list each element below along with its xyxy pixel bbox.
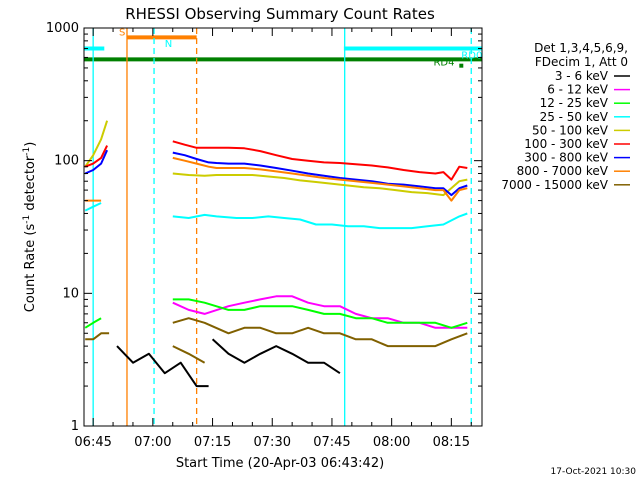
legend-label: 7000 - 15000 keV — [501, 178, 608, 192]
series-line-2-1 — [84, 317, 102, 329]
series-line-0-1 — [116, 345, 209, 388]
ylabel-main: Count Rate (s — [23, 224, 38, 313]
chart-title: RHESSI Observing Summary Count Rates — [125, 5, 435, 23]
ylabel-mid: detector — [23, 155, 38, 215]
y-axis-label: Count Rate (s-1 detector-1) — [22, 142, 38, 313]
legend: Det 1,3,4,5,6,9, FDecim 1, Att 0 3 - 6 k… — [501, 41, 630, 192]
flag-label-n: N — [165, 39, 172, 50]
series-line-0-0 — [211, 338, 341, 375]
series-line-6-0 — [172, 151, 468, 197]
series-line-5-1 — [84, 145, 108, 168]
ylabel-sup1: -1 — [22, 215, 32, 224]
x-tick-label: 07:30 — [254, 435, 291, 450]
legend-label: 100 - 300 keV — [524, 137, 608, 151]
series-line-3-0 — [172, 212, 468, 230]
flag-label-rd0: RD0 — [461, 50, 482, 61]
x-axis-ticks: 06:45 07:00 07:15 07:30 07:45 08:00 08:15 — [74, 28, 472, 450]
y-tick-label: 1000 — [46, 21, 79, 36]
x-tick-label: 08:15 — [433, 435, 470, 450]
series-line-8-0 — [172, 317, 468, 348]
flag-label-s: S — [119, 27, 125, 38]
x-axis-label: Start Time (20-Apr-03 06:43:42) — [176, 456, 384, 471]
legend-label: 6 - 12 keV — [547, 83, 609, 97]
series-line-8-2 — [172, 345, 206, 364]
y-tick-label: 100 — [54, 154, 79, 169]
series-line-4-0 — [172, 172, 468, 197]
series-line-2-0 — [172, 298, 468, 329]
y-tick-label: 10 — [62, 286, 79, 301]
series-line-6-1 — [84, 149, 109, 175]
legend-label: 800 - 7000 keV — [517, 164, 609, 178]
legend-label: 300 - 800 keV — [524, 151, 608, 165]
legend-label: 3 - 6 keV — [555, 69, 609, 83]
legend-label: 50 - 100 keV — [532, 123, 609, 137]
y-tick-label: 1 — [71, 419, 79, 434]
legend-header-2: FDecim 1, Att 0 — [535, 55, 628, 69]
attenuator-flags: S N RD0 RD4 — [84, 27, 482, 69]
legend-header-1: Det 1,3,4,5,6,9, — [534, 41, 628, 55]
x-tick-label: 06:45 — [74, 435, 111, 450]
series-lines — [84, 120, 468, 388]
ylabel-end: ) — [23, 142, 38, 147]
series-line-5-0 — [172, 140, 468, 181]
series-line-8-1 — [85, 332, 110, 341]
series-line-3-1 — [84, 202, 102, 212]
series-line-7-0 — [172, 156, 468, 202]
x-tick-label: 08:00 — [373, 435, 410, 450]
footer-date: 17-Oct-2021 10:30 — [551, 467, 637, 477]
flag-label-rd4: RD4 — [433, 58, 454, 69]
y-axis-ticks: 1 10 100 1000 — [46, 21, 482, 434]
x-tick-label: 07:15 — [194, 435, 231, 450]
x-tick-label: 07:00 — [134, 435, 171, 450]
x-tick-label: 07:45 — [313, 435, 350, 450]
legend-label: 25 - 50 keV — [540, 110, 609, 124]
plot-frame — [83, 27, 483, 427]
ylabel-sup2: -1 — [22, 147, 32, 156]
legend-label: 12 - 25 keV — [540, 96, 609, 110]
